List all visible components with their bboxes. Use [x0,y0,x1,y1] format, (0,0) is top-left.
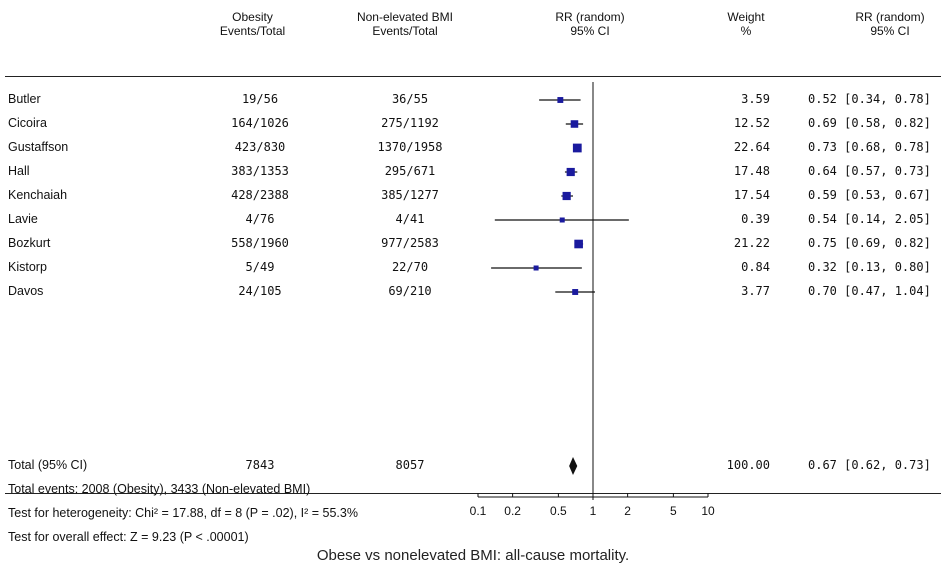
x-tick-label: 0.1 [470,504,487,518]
study-weight: 17.48 [733,164,770,178]
point-estimate-marker [533,265,539,271]
study-weight: 0.84 [741,260,770,274]
study-ci-text: 0.59 [0.53, 0.67] [808,188,931,202]
study-name: Hall [8,164,30,178]
weight-header-title: Weight [727,10,765,24]
weight-header-unit: % [740,24,752,38]
rr-plot-header-title: RR (random) [555,10,625,24]
study-weight: 0.39 [741,212,770,226]
study-weight: 3.77 [741,284,770,298]
study-weight: 22.64 [733,140,770,154]
study-nonelevated-events: 275/1192 [381,116,439,130]
total-label: Total (95% CI) [8,458,88,472]
study-name: Davos [8,284,44,298]
nonelevated-header-title: Non-elevated BMI [356,10,454,24]
study-nonelevated-events: 977/2583 [381,236,439,250]
study-obesity-events: 24/105 [238,284,282,298]
figure-caption: Obese vs nonelevated BMI: all-cause mort… [316,547,630,564]
total-ci: 0.67 [0.62, 0.73] [808,458,931,472]
study-nonelevated-events: 69/210 [388,284,432,298]
point-estimate-marker [562,191,571,201]
point-estimate-marker [570,120,579,128]
study-obesity-events: 383/1353 [231,164,289,178]
study-obesity-events: 558/1960 [231,236,289,250]
total-weight: 100.00 [726,458,770,472]
study-weight: 3.59 [741,92,770,106]
study-ci-text: 0.75 [0.69, 0.82] [808,236,931,250]
x-tick-label: 2 [624,504,631,518]
study-ci-text: 0.70 [0.47, 1.04] [808,284,931,298]
study-obesity-events: 5/49 [245,260,275,274]
rr-value-header-subtitle: 95% CI [870,24,910,38]
pooled-diamond [569,457,578,475]
total-obesity: 7843 [245,458,275,472]
study-nonelevated-events: 36/55 [391,92,429,106]
nonelevated-header-subtitle: Events/Total [372,24,438,38]
study-ci-text: 0.32 [0.13, 0.80] [808,260,931,274]
study-nonelevated-events: 4/41 [395,212,425,226]
rr-value-header-title: RR (random) [855,10,925,24]
study-nonelevated-events: 22/70 [391,260,429,274]
study-nonelevated-events: 385/1277 [381,188,439,202]
header-divider [5,76,941,77]
overall-effect-text: Test for overall effect: Z = 9.23 (P < .… [8,530,249,544]
study-name: Gustaffson [8,140,69,154]
study-weight: 17.54 [733,188,770,202]
x-tick-label: 1 [590,504,597,518]
footer-divider [5,493,941,494]
weight-header: Weight % [706,10,786,38]
study-name: Cicoira [8,116,47,130]
study-name: Lavie [8,212,38,226]
study-name: Kistorp [8,260,47,274]
study-obesity-events: 423/830 [234,140,286,154]
total-nonelevated: 8057 [395,458,425,472]
study-name: Butler [8,92,41,106]
study-obesity-events: 19/56 [241,92,279,106]
obesity-header-title: Obesity [232,10,273,24]
heterogeneity-text: Test for heterogeneity: Chi² = 17.88, df… [8,506,358,520]
point-estimate-marker [574,239,583,249]
study-ci-text: 0.64 [0.57, 0.73] [808,164,931,178]
study-ci-text: 0.52 [0.34, 0.78] [808,92,931,106]
study-obesity-events: 164/1026 [231,116,289,130]
x-tick-label: 0.5 [550,504,567,518]
study-name: Kenchaiah [8,188,68,202]
obesity-header: Obesity Events/Total [190,10,315,38]
point-estimate-marker [572,143,582,153]
study-name: Bozkurt [8,236,51,250]
x-tick-label: 5 [670,504,677,518]
study-obesity-events: 428/2388 [231,188,289,202]
point-estimate-marker [557,97,564,103]
rr-plot-header: RR (random) 95% CI [530,10,650,38]
study-ci-text: 0.54 [0.14, 2.05] [808,212,931,226]
study-nonelevated-events: 1370/1958 [377,140,443,154]
study-weight: 12.52 [733,116,770,130]
obesity-header-subtitle: Events/Total [219,24,286,38]
study-ci-text: 0.69 [0.58, 0.82] [808,116,931,130]
x-tick-label: 10 [701,504,715,518]
point-estimate-marker [559,217,565,223]
rr-value-header: RR (random) 95% CI [840,10,940,38]
point-estimate-marker [572,289,579,295]
point-estimate-marker [566,167,575,177]
x-tick-label: 0.2 [504,504,521,518]
study-obesity-events: 4/76 [245,212,275,226]
rr-plot-header-subtitle: 95% CI [570,24,610,38]
study-weight: 21.22 [733,236,770,250]
study-ci-text: 0.73 [0.68, 0.78] [808,140,931,154]
study-nonelevated-events: 295/671 [384,164,436,178]
nonelevated-header: Non-elevated BMI Events/Total [340,10,470,38]
total-events-text: Total events: 2008 (Obesity), 3433 (Non-… [8,482,311,496]
